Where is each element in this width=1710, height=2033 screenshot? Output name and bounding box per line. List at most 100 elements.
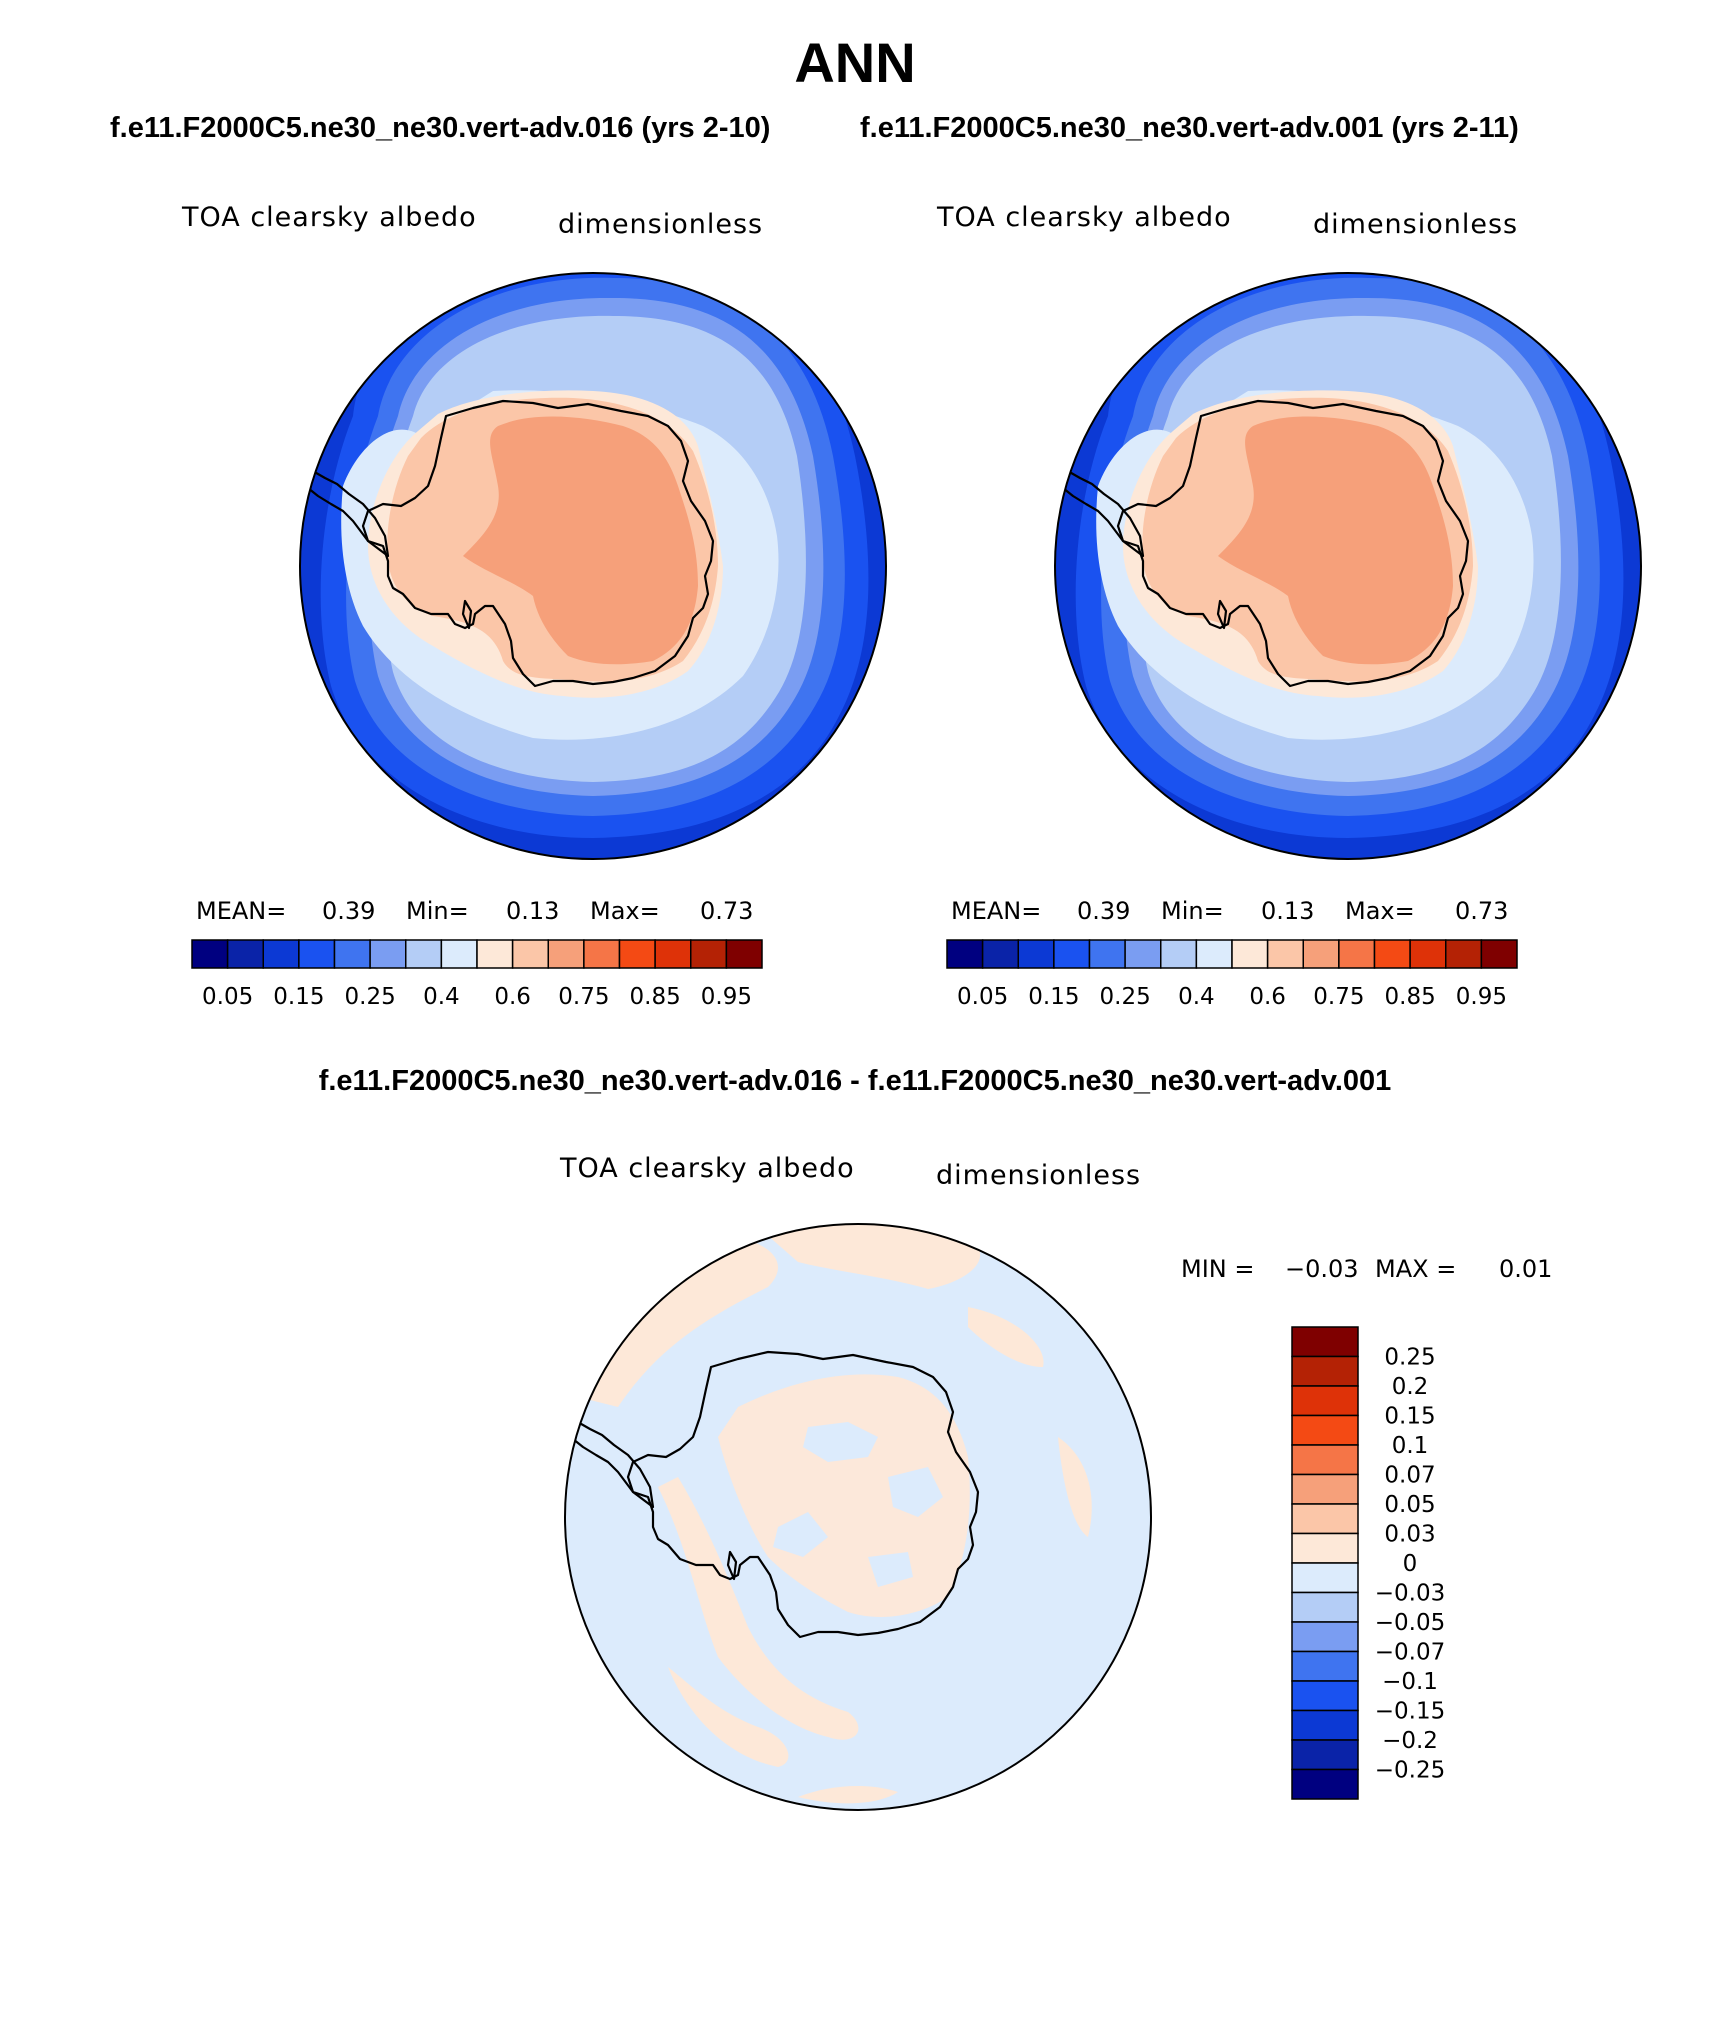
panel2-colorbar-swatch (1231, 939, 1269, 969)
panel1-colorbar-swatch (725, 939, 763, 969)
panel1-colorbar-tick-label: 0.25 (345, 984, 396, 1010)
panel1-variable-label: TOA clearsky albedo (181, 202, 477, 233)
panel3-colorbar-tick-label: −0.03 (1375, 1581, 1445, 1607)
panel2-colorbar-swatch (1017, 939, 1055, 969)
panel3-colorbar: 0.25 0.2 0.15 0.1 0.07 0.05 0.03 0 −0.03 −0.05 −0.… (1291, 1326, 1445, 1800)
panel3-colorbar-swatch (1291, 1621, 1359, 1653)
panel1-colorbar-swatch (369, 939, 407, 969)
panel3-colorbar-tick-label: 0.15 (1384, 1404, 1435, 1430)
panel3-colorbar-tick-label: 0 (1403, 1551, 1418, 1577)
panel3-colorbar-tick-label: 0.25 (1384, 1345, 1435, 1371)
panel3-colorbar-swatch (1291, 1709, 1359, 1741)
panel1-colorbar-tick-label: 0.75 (558, 984, 609, 1010)
panel2-max-value: 0.73 (1455, 897, 1508, 925)
panel1-mean-value: 0.39 (322, 897, 375, 925)
panel3-max-label: MAX = (1375, 1255, 1456, 1283)
panel2-colorbar-tick-label: 0.15 (1028, 984, 1079, 1010)
panel3-colorbar-swatch (1291, 1650, 1359, 1682)
panel2-colorbar-swatch (1160, 939, 1198, 969)
panel2-map (1055, 273, 1641, 859)
panel1-max-value: 0.73 (700, 897, 753, 925)
panel2-colorbar-swatch (1124, 939, 1162, 969)
panel1-colorbar-tick-label: 0.95 (701, 984, 752, 1010)
panel3-colorbar-tick-label: −0.07 (1375, 1640, 1445, 1666)
panel2-colorbar-tick-label: 0.05 (957, 984, 1008, 1010)
panel1-colorbar-swatch (298, 939, 336, 969)
panel2-colorbar-tick-label: 0.4 (1178, 984, 1215, 1010)
panel2-colorbar-swatch (981, 939, 1019, 969)
panel3-units-label: dimensionless (936, 1160, 1141, 1191)
panel2-colorbar-swatch (1373, 939, 1411, 969)
panel1-colorbar-swatch (262, 939, 300, 969)
panel3-colorbar-tick-label: 0.03 (1384, 1522, 1435, 1548)
panel2-colorbar-swatch (1302, 939, 1340, 969)
case1-subtitle: f.e11.F2000C5.ne30_ne30.vert-adv.016 (yr… (110, 112, 770, 144)
panel1-colorbar: 0.05 0.15 0.25 0.4 0.6 0.75 0.85 0.95 (191, 939, 763, 1010)
panel1-colorbar-swatch (618, 939, 656, 969)
panel1-colorbar-tick-label: 0.05 (202, 984, 253, 1010)
panel2-min-value: 0.13 (1261, 897, 1314, 925)
panel1-units-label: dimensionless (558, 209, 763, 240)
panel1-min-value: 0.13 (506, 897, 559, 925)
panel3-min-value: −0.03 (1285, 1255, 1359, 1283)
panel2-colorbar-swatch (1409, 939, 1447, 969)
panel1-colorbar-swatch (690, 939, 728, 969)
panel3-colorbar-tick-label: 0.05 (1384, 1492, 1435, 1518)
panel1-colorbar-tick-label: 0.15 (273, 984, 324, 1010)
panel3-colorbar-tick-label: −0.1 (1382, 1669, 1438, 1695)
panel2-max-label: Max= (1345, 897, 1415, 925)
panel2-colorbar-tick-label: 0.95 (1456, 984, 1507, 1010)
panel2-colorbar-swatch (1480, 939, 1518, 969)
panel3-colorbar-tick-label: −0.25 (1375, 1758, 1445, 1784)
panel3-colorbar-tick-label: −0.15 (1375, 1699, 1445, 1725)
panel3-max-value: 0.01 (1499, 1255, 1552, 1283)
panel2-colorbar-swatch (946, 939, 984, 969)
panel3-min-label: MIN = (1181, 1255, 1254, 1283)
panel1-min-label: Min= (406, 897, 469, 925)
panel2-colorbar-tick-label: 0.25 (1100, 984, 1151, 1010)
panel3-colorbar-swatch (1291, 1414, 1359, 1446)
panel2-colorbar-swatch (1088, 939, 1126, 969)
panel3-colorbar-swatch (1291, 1355, 1359, 1387)
panel2-colorbar-tick-label: 0.6 (1249, 984, 1286, 1010)
panel1-colorbar-swatch (405, 939, 443, 969)
panel2-units-label: dimensionless (1313, 209, 1518, 240)
panel3-colorbar-swatch (1291, 1739, 1359, 1771)
figure-title: ANN (794, 31, 915, 94)
panel1-colorbar-tick-label: 0.6 (494, 984, 531, 1010)
panel2-mean-label: MEAN= (951, 897, 1041, 925)
panel1-max-label: Max= (590, 897, 660, 925)
panel3-colorbar-swatch (1291, 1503, 1359, 1535)
panel2-colorbar: 0.05 0.15 0.25 0.4 0.6 0.75 0.85 0.95 (946, 939, 1518, 1010)
panel1-colorbar-swatch (191, 939, 229, 969)
panel2-colorbar-swatch (1266, 939, 1304, 969)
panel1-mean-label: MEAN= (196, 897, 286, 925)
panel2-mean-value: 0.39 (1077, 897, 1130, 925)
panel1-map-border (299, 272, 887, 860)
difference-title: f.e11.F2000C5.ne30_ne30.vert-adv.016 - f… (319, 1065, 1392, 1097)
panel2-colorbar-swatch (1053, 939, 1091, 969)
panel2-map-border (1054, 272, 1642, 860)
panel2-colorbar-tick-label: 0.75 (1313, 984, 1364, 1010)
panel2-colorbar-swatch (1195, 939, 1233, 969)
panel2-colorbar-swatch (1338, 939, 1376, 969)
panel-case2: TOA clearsky albedo dimensionless MEAN= … (936, 202, 1642, 1010)
panel1-colorbar-swatch (511, 939, 549, 969)
panel3-colorbar-tick-label: 0.07 (1384, 1463, 1435, 1489)
panel3-variable-label: TOA clearsky albedo (559, 1153, 855, 1184)
panel3-map-border (564, 1223, 1152, 1811)
panel3-colorbar-swatch (1291, 1444, 1359, 1476)
panel3-colorbar-swatch (1291, 1473, 1359, 1505)
panel2-variable-label: TOA clearsky albedo (936, 202, 1232, 233)
panel3-colorbar-tick-label: −0.05 (1375, 1610, 1445, 1636)
panel3-map (565, 1224, 1151, 1810)
panel1-colorbar-swatch (547, 939, 585, 969)
panel3-colorbar-swatch (1291, 1385, 1359, 1417)
panel1-colorbar-swatch (583, 939, 621, 969)
case2-subtitle: f.e11.F2000C5.ne30_ne30.vert-adv.001 (yr… (860, 112, 1519, 144)
panel2-min-label: Min= (1161, 897, 1224, 925)
panel1-colorbar-swatch (440, 939, 478, 969)
panel3-colorbar-tick-label: −0.2 (1382, 1728, 1438, 1754)
panel3-colorbar-swatch (1291, 1326, 1359, 1358)
